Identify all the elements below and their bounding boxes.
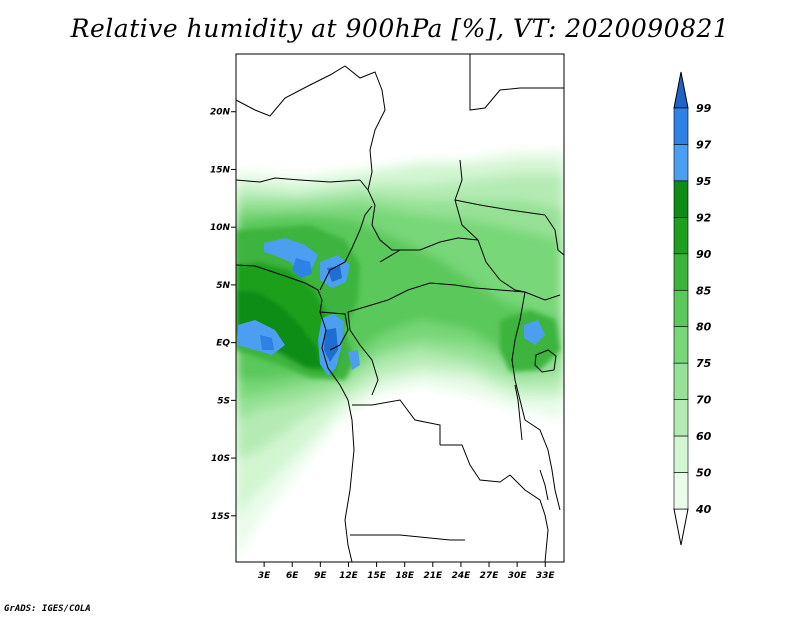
- lat-tick-label: 5N: [216, 281, 230, 291]
- longitude-axis: 3E 6E 9E 12E 15E 18E 21E 24E 27E 30E 33E: [258, 562, 556, 581]
- lon-tick-label: 30E: [508, 571, 528, 581]
- country-borders: [236, 54, 564, 562]
- rh-92-region: [236, 290, 322, 368]
- border-car-drc: [347, 282, 526, 313]
- border-chad-west: [367, 149, 400, 251]
- lat-tick-label: 5S: [217, 396, 230, 406]
- lon-tick-label: 12E: [339, 571, 359, 581]
- border-sudan-south: [454, 199, 546, 216]
- lon-tick-label: 18E: [395, 571, 415, 581]
- colorbar-segment: [673, 399, 689, 437]
- colorbar-segment: [673, 107, 689, 145]
- lake-victoria: [534, 349, 557, 373]
- colorbar-label: 75: [696, 357, 712, 370]
- colorbar-label: 40: [695, 503, 712, 516]
- lat-tick-label: 20N: [210, 108, 231, 118]
- lon-tick-label: 21E: [423, 571, 443, 581]
- colorbar-label: 50: [696, 467, 712, 480]
- border-niger-nigeria: [236, 177, 369, 191]
- colorbar-segment: [673, 326, 689, 364]
- colorbar-segment: [673, 362, 689, 400]
- latitude-axis: 20N 15N 10N 5N EQ 5S 10S 15S: [210, 108, 236, 522]
- border-sahara-north: [236, 65, 386, 151]
- lake-malawi: [539, 469, 549, 501]
- border-ethiopia: [544, 214, 564, 256]
- lat-tick-label: 15N: [210, 165, 231, 175]
- colorbar-label: 99: [696, 102, 712, 115]
- lat-tick-label: 15S: [211, 512, 230, 522]
- lake-tanganyika: [514, 384, 523, 441]
- colorbar-segment: [673, 289, 689, 328]
- lon-tick-label: 3E: [258, 571, 271, 581]
- colorbar-label: 97: [696, 138, 712, 151]
- lon-tick-label: 6E: [286, 571, 299, 581]
- border-east-africa: [511, 291, 561, 511]
- colorbar: 99 97 95 92 90 85 80 75 70 60 50 40: [673, 71, 712, 546]
- lon-tick-label: 33E: [536, 571, 556, 581]
- colorbar-label: 70: [696, 394, 712, 407]
- coastline-west-africa: [236, 264, 355, 562]
- border-angola-namibia: [350, 534, 465, 541]
- border-drc-congo: [347, 311, 379, 396]
- colorbar-segment: [673, 435, 689, 473]
- border-libya-egypt: [469, 54, 564, 111]
- map-frame: [235, 53, 565, 563]
- border-car-north: [379, 237, 479, 263]
- lon-tick-label: 9E: [314, 571, 327, 581]
- chart-title: Relative humidity at 900hPa [%], VT: 202…: [70, 14, 730, 43]
- colorbar-segment: [673, 217, 689, 255]
- lat-tick-label: 10S: [211, 454, 230, 464]
- border-nigeria-cameroon: [319, 205, 373, 291]
- border-chad-sudan: [454, 159, 501, 281]
- colorbar-label: 92: [696, 211, 712, 224]
- lat-tick-label: 10N: [210, 223, 231, 233]
- colorbar-top-arrow: [673, 71, 689, 109]
- humidity-field: [236, 150, 564, 560]
- colorbar-bottom-arrow: [673, 508, 689, 546]
- border-angola-zambia: [440, 444, 511, 483]
- lon-tick-label: 15E: [367, 571, 387, 581]
- border-gabon: [319, 311, 349, 351]
- colorbar-segment: [673, 253, 689, 291]
- border-zambia-east: [509, 474, 549, 562]
- lon-tick-label: 24E: [452, 571, 472, 581]
- colorbar-segment: [673, 472, 689, 510]
- colorbar-label: 60: [696, 430, 712, 443]
- colorbar-label: 85: [696, 284, 712, 297]
- lon-tick-label: 27E: [480, 571, 500, 581]
- colorbar-segment: [673, 180, 689, 218]
- border-angola-north: [352, 399, 441, 445]
- colorbar-label: 95: [696, 175, 712, 188]
- lat-tick-label: EQ: [216, 339, 230, 349]
- colorbar-label: 90: [696, 248, 712, 261]
- colorbar-segment: [673, 144, 689, 182]
- colorbar-label: 80: [696, 321, 712, 334]
- grads-credit: GrADS: IGES/COLA: [4, 604, 91, 614]
